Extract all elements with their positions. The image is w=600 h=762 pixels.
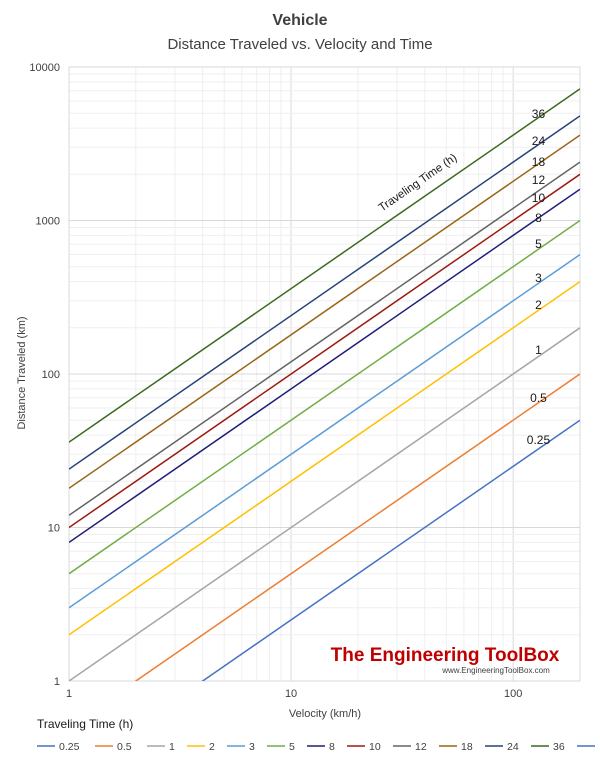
x-tick-label: 1 — [66, 688, 72, 700]
y-tick-label: 10 — [48, 523, 60, 535]
x-tick-label: 10 — [285, 688, 297, 700]
y-axis-label: Distance Traveled (km) — [16, 316, 28, 429]
series-line-36 — [69, 88, 580, 443]
legend-title: Traveling Time (h) — [37, 717, 133, 731]
series-label-36: 36 — [532, 107, 546, 121]
series-label-2: 2 — [535, 298, 542, 312]
legend-label-12: 12 — [415, 741, 427, 753]
series-line-1 — [69, 327, 580, 681]
series-line-12 — [69, 161, 580, 516]
series-label-5: 5 — [535, 237, 542, 251]
series-label-0.25: 0.25 — [527, 433, 551, 447]
chart-subtitle: Distance Traveled vs. Velocity and Time — [167, 36, 432, 53]
series-line-5 — [69, 219, 580, 575]
chart-title: Vehicle — [272, 12, 327, 29]
y-tick-label: 1 — [54, 676, 60, 688]
series-label-12: 12 — [532, 173, 546, 187]
series-label-18: 18 — [532, 155, 546, 169]
series-line-3 — [69, 253, 580, 609]
series-line-10 — [69, 173, 580, 529]
series-end-labels: 36 24 18 12 10 8 5 3 2 1 0.5 0.25 — [527, 107, 551, 447]
legend-label-8: 8 — [329, 741, 335, 753]
legend: 0.25 0.5 1 2 3 5 8 10 12 18 24 36 — [37, 741, 595, 753]
y-tick-label: 10000 — [29, 62, 60, 74]
series-label-3: 3 — [535, 271, 542, 285]
grid-lines — [68, 67, 581, 682]
series-line-24 — [69, 115, 580, 470]
x-axis-label: Velocity (km/h) — [289, 708, 361, 720]
legend-label-5: 5 — [289, 741, 295, 753]
watermark-brand: The Engineering ToolBox — [331, 645, 560, 666]
series-label-10: 10 — [532, 191, 546, 205]
series-label-1: 1 — [535, 343, 542, 357]
series-label-8: 8 — [535, 211, 542, 225]
series-label-24: 24 — [532, 134, 546, 148]
legend-label-10: 10 — [369, 741, 381, 753]
traveling-time-annotation: Traveling Time (h) — [377, 152, 460, 214]
series-line-0.25 — [201, 419, 580, 681]
legend-label-36: 36 — [553, 741, 565, 753]
legend-label-0.5: 0.5 — [117, 741, 132, 753]
legend-label-0.25: 0.25 — [59, 741, 80, 753]
series-line-18 — [69, 134, 580, 489]
y-tick-label: 1000 — [36, 216, 60, 228]
legend-label-2: 2 — [209, 741, 215, 753]
series-line-2 — [69, 280, 580, 636]
series-label-0.5: 0.5 — [530, 391, 547, 405]
legend-label-18: 18 — [461, 741, 473, 753]
series-line-0.5 — [134, 373, 580, 681]
watermark-url: www.EngineeringToolBox.com — [441, 666, 550, 675]
series-lines — [69, 88, 580, 681]
legend-label-24: 24 — [507, 741, 519, 753]
legend-label-1: 1 — [169, 741, 175, 753]
series-line-8 — [69, 188, 580, 544]
legend-label-3: 3 — [249, 741, 255, 753]
y-tick-label: 100 — [42, 369, 60, 381]
tick-labels: 1 10 100 1 10 100 1000 10000 — [29, 62, 522, 700]
x-tick-label: 100 — [504, 688, 522, 700]
